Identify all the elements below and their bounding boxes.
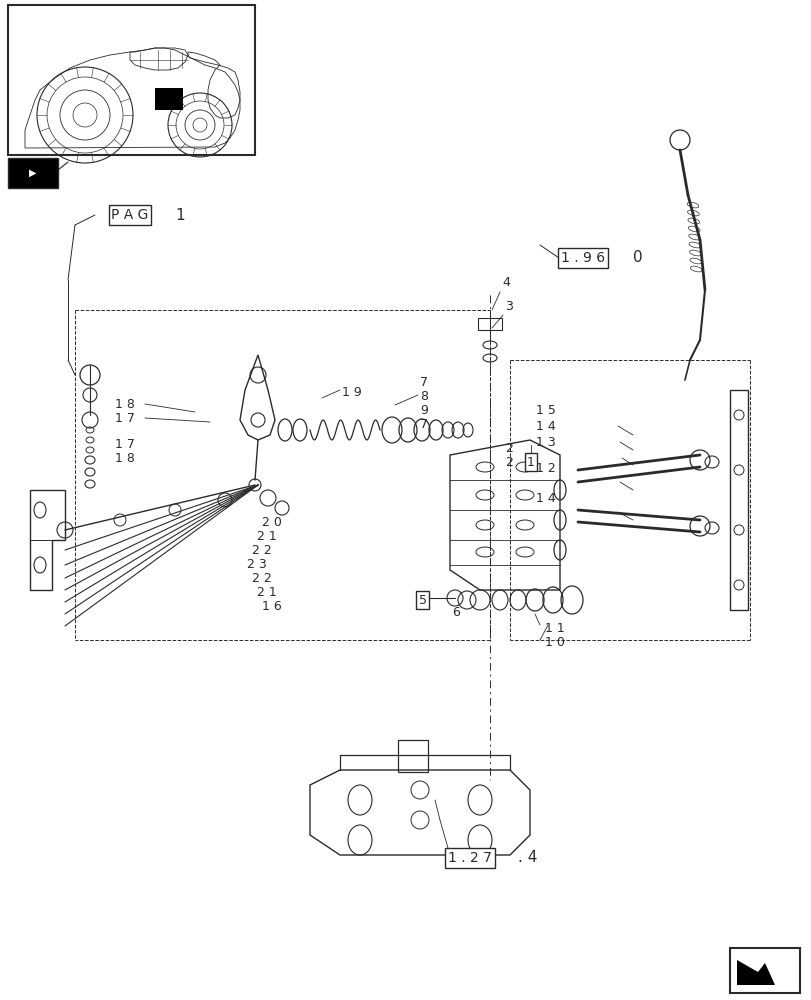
Text: 1 8: 1 8	[115, 397, 135, 410]
Text: 5: 5	[418, 593, 427, 606]
Text: 1 0: 1 0	[544, 637, 564, 650]
Text: P A G: P A G	[111, 208, 148, 222]
Text: 2: 2	[504, 442, 513, 454]
Text: 7: 7	[419, 418, 427, 430]
Text: 2: 2	[504, 456, 513, 468]
Text: . 4: . 4	[517, 850, 537, 865]
Text: 1 8: 1 8	[115, 452, 135, 464]
Text: 7: 7	[419, 375, 427, 388]
Text: 1 7: 1 7	[115, 412, 135, 424]
Text: 9: 9	[419, 403, 427, 416]
Text: 1 . 9 6: 1 . 9 6	[560, 251, 604, 265]
Text: 1 1: 1 1	[544, 621, 564, 635]
Bar	[729, 390, 747, 610]
Text: 2 0: 2 0	[262, 516, 281, 530]
Text: 3: 3	[504, 300, 513, 314]
Bar	[8, 5, 255, 155]
Text: 2 2: 2 2	[251, 572, 272, 584]
Text: 8: 8	[419, 389, 427, 402]
Polygon shape	[736, 960, 774, 985]
Text: 2 1: 2 1	[257, 530, 277, 544]
Text: 0: 0	[633, 250, 642, 265]
Text: 1 3: 1 3	[535, 436, 555, 448]
Text: 1 6: 1 6	[262, 599, 281, 612]
Text: 1 2: 1 2	[535, 462, 555, 475]
Bar	[8, 158, 58, 188]
Bar	[397, 740, 427, 772]
Text: 4: 4	[501, 276, 509, 290]
Text: 2 2: 2 2	[251, 544, 272, 558]
Text: 1 9: 1 9	[341, 385, 362, 398]
Bar	[155, 88, 182, 110]
Bar	[729, 948, 799, 993]
Text: 1 4: 1 4	[535, 420, 555, 432]
Text: 1: 1	[175, 208, 184, 223]
Text: 2 1: 2 1	[257, 585, 277, 598]
Text: 1 . 2 7: 1 . 2 7	[448, 851, 491, 865]
Text: 1: 1	[526, 456, 534, 468]
Text: 1 4: 1 4	[535, 491, 555, 504]
Text: 6: 6	[452, 605, 459, 618]
Text: 2 3: 2 3	[247, 558, 267, 572]
Text: 1 7: 1 7	[115, 438, 135, 452]
Text: ▶: ▶	[29, 168, 36, 178]
Text: 1 5: 1 5	[535, 403, 556, 416]
